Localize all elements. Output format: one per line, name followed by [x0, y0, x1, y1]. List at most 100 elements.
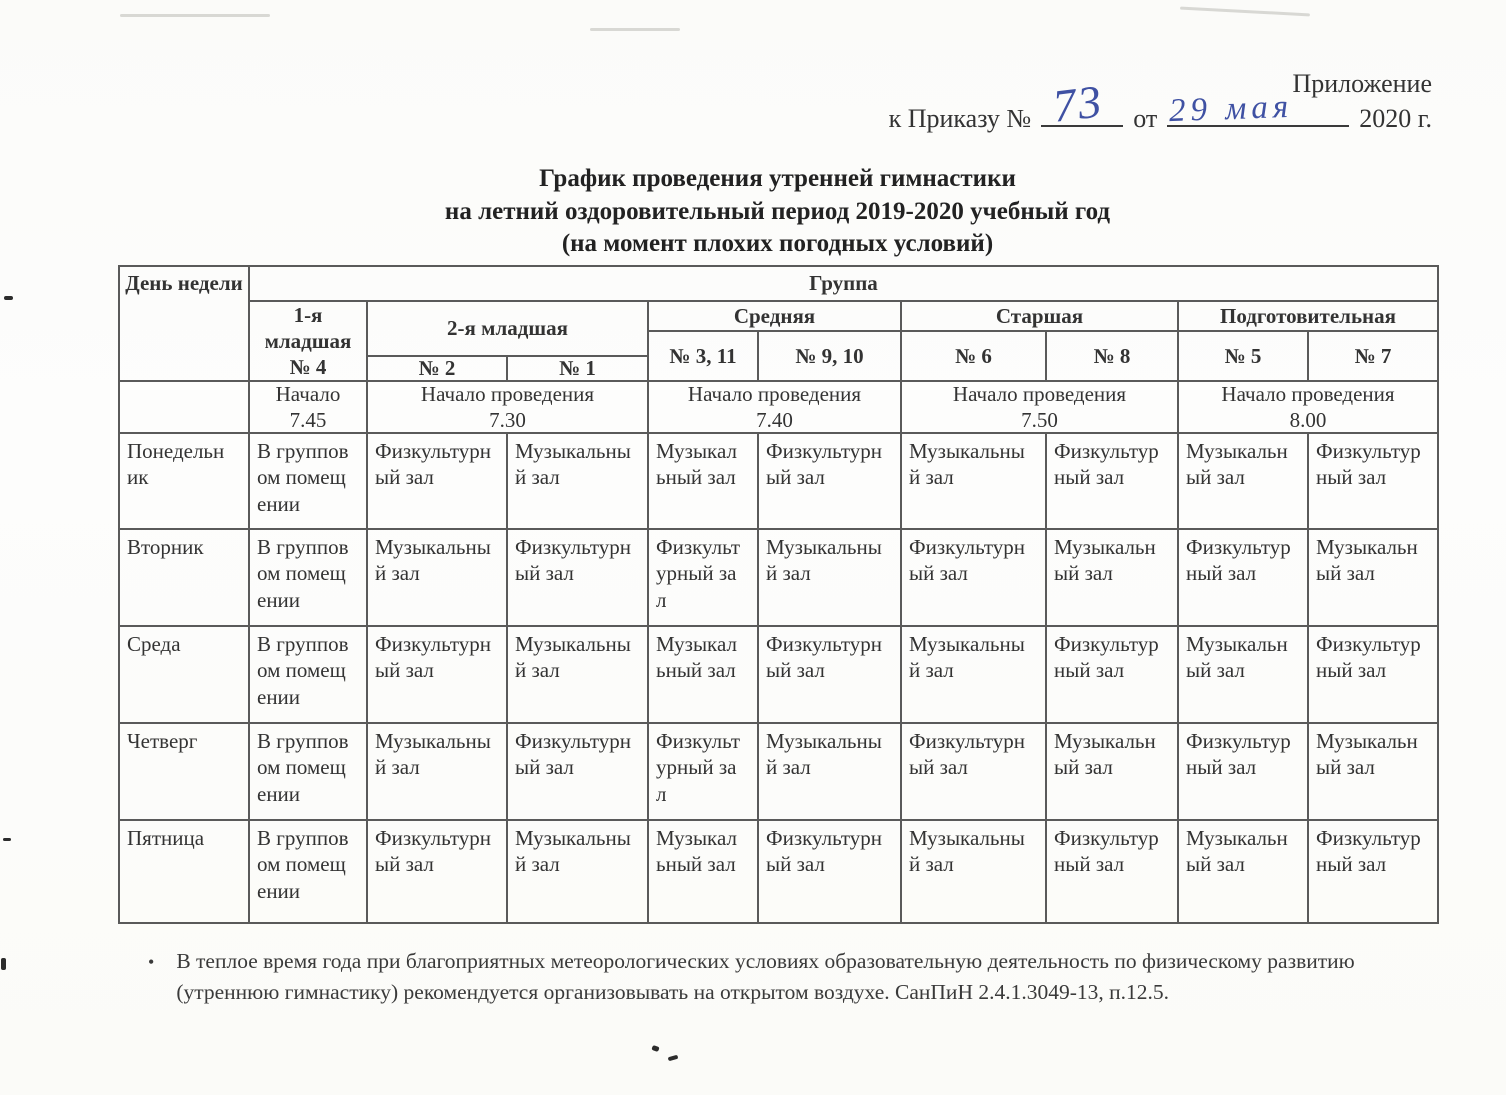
cell-wednesday-no8: Физкультурный зал [1047, 627, 1179, 724]
group-header-srednyaya: Средняя [649, 302, 902, 332]
cell-wednesday-no1: Музыкальный зал [508, 627, 649, 724]
start-time-srednyaya: Начало проведения 7.40 [649, 382, 902, 434]
cell-tuesday-no8: Музыкальный зал [1047, 530, 1179, 627]
start-time: 7.30 [489, 408, 526, 432]
cell-tuesday-no6: Физкультурный зал [902, 530, 1047, 627]
cell-friday-no2: Физкультурный зал [368, 821, 508, 924]
title-line-2: на летний оздоровительный период 2019-20… [444, 197, 1111, 225]
cell-wednesday-no5: Музыкальный зал [1179, 627, 1309, 724]
footnote: • В теплое время года при благоприятных … [148, 946, 1383, 1008]
scan-artifact [1, 958, 6, 970]
cell-monday-no8: Физкультурный зал [1047, 434, 1179, 530]
day-label-tuesday: Вторник [120, 530, 250, 627]
title-line-1: График проведения утренней гимнастики [539, 165, 1016, 192]
start-time: 7.40 [756, 408, 793, 432]
cell-wednesday-no9-10: Физкультурный зал [759, 627, 902, 724]
cell-thursday-no4: В групповом помещении [250, 724, 368, 821]
start-label: Начало проведения [952, 382, 1127, 406]
order-number-blank: 73 [1041, 75, 1124, 132]
cell-wednesday-no4: В групповом помещении [250, 627, 368, 724]
cell-wednesday-no3-11: Музыкальный зал [649, 627, 759, 724]
cell-thursday-no7: Музыкальный зал [1309, 724, 1439, 821]
day-label-wednesday: Среда [120, 627, 250, 724]
order-date-blank: 29 мая [1167, 89, 1350, 129]
subgroup-no-3-11: № 3, 11 [649, 332, 759, 382]
subgroup-no-2: № 2 [368, 357, 508, 382]
cell-friday-no3-11: Музыкальный зал [649, 821, 759, 924]
subgroup-no-7: № 7 [1309, 332, 1439, 382]
year-suffix: 2020 г. [1359, 103, 1432, 133]
cell-friday-no9-10: Физкультурный зал [759, 821, 902, 924]
handwritten-order-number: 73 [1050, 75, 1107, 132]
scan-streak [120, 14, 270, 17]
appendix-label: Приложение [1292, 69, 1432, 98]
start-label: Начало проведения [420, 382, 595, 406]
cell-tuesday-no2: Музыкальный зал [368, 530, 508, 627]
day-label-monday: Понедельник [120, 434, 250, 530]
cell-thursday-no8: Музыкальный зал [1047, 724, 1179, 821]
scan-streak [590, 28, 680, 31]
from-word: от [1133, 103, 1158, 133]
start-time-podgotovitelnaya: Начало проведения 8.00 [1179, 382, 1439, 434]
day-label-thursday: Четверг [120, 724, 250, 821]
scan-artifact [4, 296, 13, 300]
cell-friday-no8: Физкультурный зал [1047, 821, 1179, 924]
start-time-1ya-mladshaya: Начало 7.45 [250, 382, 368, 434]
cell-tuesday-no5: Физкультурный зал [1179, 530, 1309, 627]
cell-friday-no7: Физкультурный зал [1309, 821, 1439, 924]
cell-friday-no5: Музыкальный зал [1179, 821, 1309, 924]
cell-wednesday-no6: Музыкальный зал [902, 627, 1047, 724]
cell-thursday-no9-10: Музыкальный зал [759, 724, 902, 821]
footnote-text: В теплое время года при благоприятных ме… [176, 949, 1355, 1005]
subgroup-no-9-10: № 9, 10 [759, 332, 902, 382]
start-time: 7.50 [1021, 408, 1058, 432]
subgroup-no-6: № 6 [902, 332, 1047, 382]
schedule-table: День недели Группа 1-я младшая № 4 2-я м… [118, 265, 1439, 924]
scan-artifact [651, 1044, 660, 1053]
start-time-2ya-mladshaya: Начало проведения 7.30 [368, 382, 649, 434]
cell-wednesday-no7: Физкультурный зал [1309, 627, 1439, 724]
cell-monday-no3-11: Музыкальный зал [649, 434, 759, 530]
start-label: Начало [275, 382, 341, 406]
subgroup-no-1: № 1 [508, 357, 649, 382]
cell-thursday-no5: Физкультурный зал [1179, 724, 1309, 821]
cell-monday-no7: Физкультурный зал [1309, 434, 1439, 530]
group-header-podgotovitelnaya: Подготовительная [1179, 302, 1439, 332]
cell-tuesday-no3-11: Физкультурный зал [649, 530, 759, 627]
scan-artifact [667, 1054, 679, 1062]
cell-tuesday-no1: Физкультурный зал [508, 530, 649, 627]
title-line-3: (на момент плохих погодных условий) [561, 230, 994, 257]
cell-monday-no9-10: Физкультурный зал [759, 434, 902, 530]
cell-friday-no6: Музыкальный зал [902, 821, 1047, 924]
cell-friday-no1: Музыкальный зал [508, 821, 649, 924]
scan-streak [1180, 6, 1310, 17]
handwritten-order-date: 29 мая [1168, 89, 1294, 130]
order-line: к Приказу № 73 от 29 мая 2020 г. [888, 75, 1432, 136]
cell-monday-no5: Музыкальный зал [1179, 434, 1309, 530]
start-time: 8.00 [1289, 408, 1327, 432]
cell-monday-no6: Музыкальный зал [902, 434, 1047, 530]
group-banner-header: Группа [250, 267, 1439, 302]
group-header-1ya-mladshaya: 1-я младшая № 4 [250, 302, 368, 382]
cell-tuesday-no4: В групповом помещении [250, 530, 368, 627]
start-time: 7.45 [289, 408, 327, 432]
group-header-starshaya: Старшая [902, 302, 1179, 332]
day-label-friday: Пятница [120, 821, 250, 924]
group-number: № 4 [289, 355, 327, 380]
cell-monday-no2: Физкультурный зал [368, 434, 508, 530]
order-prefix: к Приказу № [888, 103, 1032, 133]
start-label: Начало проведения [687, 382, 862, 406]
bullet-icon: • [148, 952, 155, 972]
cell-thursday-no2: Музыкальный зал [368, 724, 508, 821]
cell-thursday-no1: Физкультурный зал [508, 724, 649, 821]
subgroup-no-5: № 5 [1179, 332, 1309, 382]
document-title: График проведения утренней гимнастики на… [118, 163, 1437, 261]
subgroup-no-8: № 8 [1047, 332, 1179, 382]
group-label: 1-я младшая [264, 302, 352, 353]
corner-header-day-of-week: День недели [120, 267, 250, 382]
start-time-starshaya: Начало проведения 7.50 [902, 382, 1179, 434]
cell-monday-no4: В групповом помещении [250, 434, 368, 530]
group-header-2ya-mladshaya: 2-я младшая [368, 302, 649, 357]
cell-wednesday-no2: Физкультурный зал [368, 627, 508, 724]
